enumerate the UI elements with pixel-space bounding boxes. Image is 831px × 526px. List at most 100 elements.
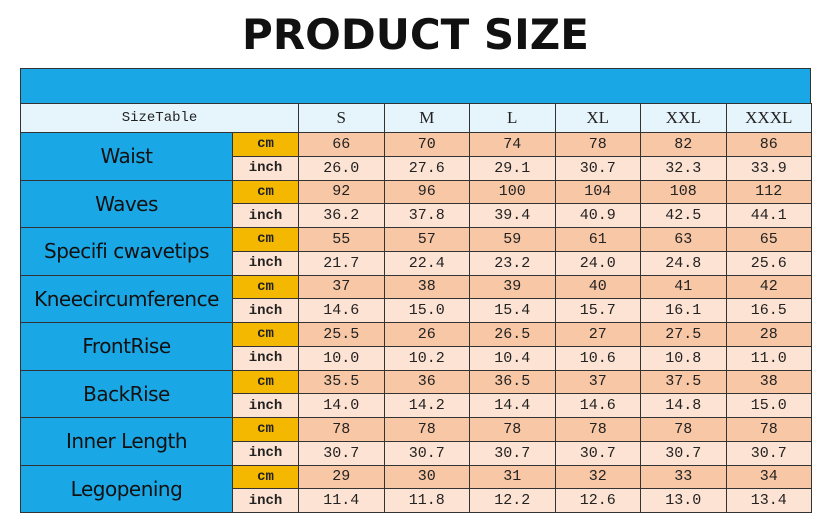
size-value: 27.6	[383, 155, 470, 181]
size-value: 59	[469, 227, 556, 252]
unit-label: cm	[232, 369, 299, 395]
size-value: 30.7	[554, 440, 641, 466]
size-value: 39.4	[469, 203, 556, 228]
size-value: 112	[725, 179, 812, 205]
size-value: 30.7	[469, 440, 556, 466]
size-value: 26.5	[469, 322, 556, 347]
size-value: 92	[298, 179, 385, 205]
size-value: 32.3	[640, 155, 727, 181]
size-value: 55	[298, 227, 385, 252]
size-value: 33	[640, 464, 727, 490]
size-value: 24.8	[640, 250, 727, 276]
measure-name: FrontRise	[20, 322, 233, 371]
unit-label: cm	[232, 227, 299, 252]
size-value: 40	[554, 274, 641, 300]
size-value: 70	[383, 132, 470, 157]
measure-name: Waves	[20, 179, 233, 228]
size-header: L	[469, 103, 556, 133]
size-value: 78	[298, 417, 385, 442]
size-value: 40.9	[554, 203, 641, 228]
header-label: SizeTable	[20, 103, 299, 133]
size-value: 28	[725, 322, 812, 347]
size-value: 78	[725, 417, 812, 442]
size-value: 14.6	[554, 393, 641, 418]
size-value: 30.7	[554, 155, 641, 181]
size-value: 30.7	[383, 440, 470, 466]
unit-label: inch	[232, 250, 299, 276]
size-value: 30.7	[298, 440, 385, 466]
size-value: 61	[554, 227, 641, 252]
unit-label: cm	[232, 464, 299, 490]
size-value: 65	[725, 227, 812, 252]
size-value: 33.9	[725, 155, 812, 181]
size-value: 13.0	[640, 488, 727, 513]
size-value: 11.8	[383, 488, 470, 513]
size-value: 37.8	[383, 203, 470, 228]
table-banner	[20, 68, 811, 104]
size-value: 25.6	[725, 250, 812, 276]
size-value: 13.4	[725, 488, 812, 513]
size-value: 78	[554, 132, 641, 157]
size-value: 86	[725, 132, 812, 157]
size-value: 104	[554, 179, 641, 205]
unit-label: inch	[232, 155, 299, 181]
size-value: 15.7	[554, 298, 641, 323]
size-value: 26	[383, 322, 470, 347]
size-header: M	[383, 103, 470, 133]
size-header: XXXL	[725, 103, 812, 133]
size-value: 16.1	[640, 298, 727, 323]
size-value: 36.5	[469, 369, 556, 395]
size-value: 34	[725, 464, 812, 490]
size-value: 32	[554, 464, 641, 490]
size-value: 15.4	[469, 298, 556, 323]
size-value: 11.0	[725, 345, 812, 371]
size-value: 42.5	[640, 203, 727, 228]
size-value: 31	[469, 464, 556, 490]
size-value: 30.7	[640, 440, 727, 466]
size-value: 35.5	[298, 369, 385, 395]
measure-name: Inner Length	[20, 417, 233, 466]
size-value: 25.5	[298, 322, 385, 347]
size-value: 96	[383, 179, 470, 205]
size-value: 10.2	[383, 345, 470, 371]
unit-label: inch	[232, 298, 299, 323]
size-value: 14.0	[298, 393, 385, 418]
measure-name: Kneecircumference	[20, 274, 233, 323]
unit-label: inch	[232, 345, 299, 371]
unit-label: cm	[232, 417, 299, 442]
size-value: 78	[640, 417, 727, 442]
unit-label: cm	[232, 274, 299, 300]
size-value: 16.5	[725, 298, 812, 323]
size-value: 78	[383, 417, 470, 442]
measure-name: BackRise	[20, 369, 233, 418]
size-value: 10.4	[469, 345, 556, 371]
size-header: S	[298, 103, 385, 133]
size-value: 100	[469, 179, 556, 205]
size-value: 22.4	[383, 250, 470, 276]
size-value: 29	[298, 464, 385, 490]
measure-name: Waist	[20, 132, 233, 181]
size-value: 29.1	[469, 155, 556, 181]
size-value: 108	[640, 179, 727, 205]
size-value: 10.6	[554, 345, 641, 371]
size-value: 23.2	[469, 250, 556, 276]
size-value: 26.0	[298, 155, 385, 181]
size-value: 37	[298, 274, 385, 300]
size-value: 44.1	[725, 203, 812, 228]
unit-label: inch	[232, 393, 299, 418]
size-value: 78	[469, 417, 556, 442]
size-value: 14.8	[640, 393, 727, 418]
size-value: 14.2	[383, 393, 470, 418]
size-value: 38	[383, 274, 470, 300]
size-value: 10.8	[640, 345, 727, 371]
size-value: 57	[383, 227, 470, 252]
size-value: 12.6	[554, 488, 641, 513]
size-value: 27	[554, 322, 641, 347]
size-value: 39	[469, 274, 556, 300]
size-value: 42	[725, 274, 812, 300]
size-header: XL	[554, 103, 641, 133]
size-value: 14.6	[298, 298, 385, 323]
size-value: 41	[640, 274, 727, 300]
unit-label: cm	[232, 179, 299, 205]
size-value: 24.0	[554, 250, 641, 276]
